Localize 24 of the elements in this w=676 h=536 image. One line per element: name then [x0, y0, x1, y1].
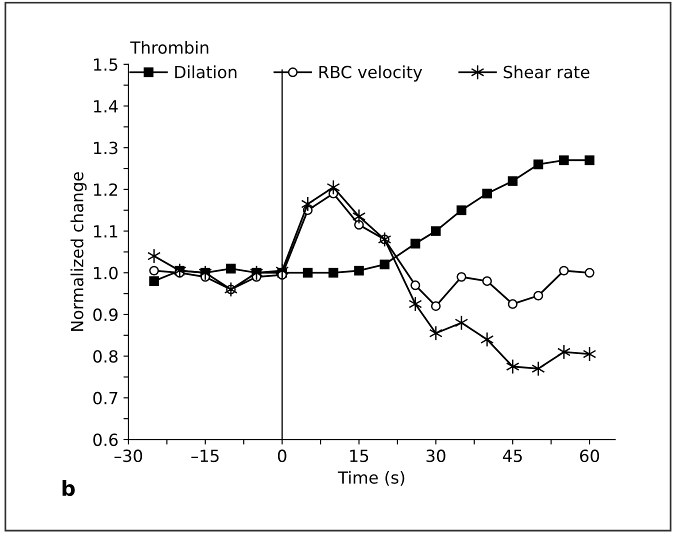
x-tick-label: 15: [350, 450, 368, 462]
y-tick-label: 1.1: [94, 225, 118, 238]
x-tick-label: 0: [278, 450, 286, 462]
y-tick-label: 1.2: [94, 183, 118, 196]
legend-title: Thrombin: [130, 40, 208, 54]
y-tick-label: 1.3: [94, 142, 118, 154]
y-tick-label: 0.7: [93, 392, 118, 404]
y-tick-label: 0.8: [93, 350, 118, 363]
y-tick-label: 1.5: [94, 58, 118, 71]
legend-label: Shear rate: [504, 65, 590, 78]
legend-label: RBC velocity: [319, 65, 422, 82]
legend-label: Dilation: [175, 65, 236, 78]
y-axis-title: Normalized change: [70, 172, 87, 331]
x-tick-label: 30: [426, 450, 446, 462]
y-tick-label: 0.6: [93, 433, 118, 446]
x-tick-label: 45: [502, 450, 522, 462]
x-tick-label: –15: [191, 450, 219, 462]
text: b: [62, 480, 75, 496]
y-tick-label: 0.9: [93, 308, 118, 322]
y-tick-label: 1.4: [94, 100, 118, 112]
x-tick-label: 60: [580, 450, 600, 462]
y-tick-label: 1.0: [94, 266, 118, 280]
x-tick-label: –30: [114, 450, 142, 462]
x-axis-title: Time (s): [338, 470, 404, 486]
